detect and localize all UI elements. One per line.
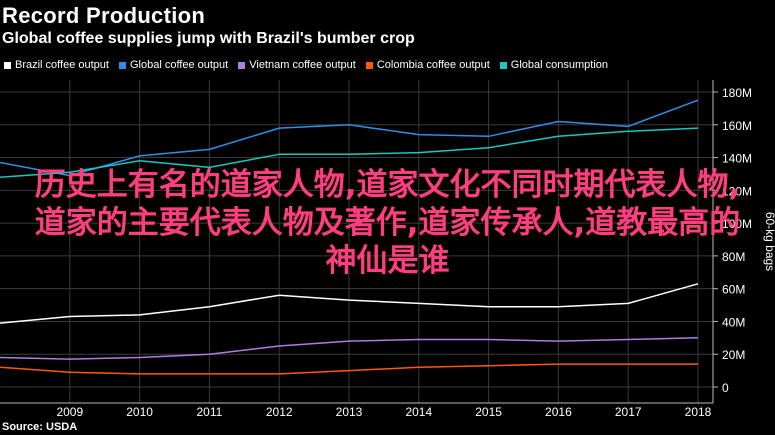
x-tick-label: 2014 [405,405,432,419]
series-line-global-consumption [0,127,699,178]
legend: Brazil coffee output Global coffee output… [4,58,618,72]
y-tick-label: 20M [722,348,745,362]
x-tick-label: 2010 [126,405,153,419]
legend-swatch [238,61,246,69]
series-line-global-coffee-output [0,99,699,177]
legend-swatch [365,61,373,69]
legend-label: Global coffee output [129,59,229,71]
x-tick-label: 2011 [196,405,222,419]
legend-item: Brazil coffee output [4,59,109,71]
x-tick-label: 2018 [685,405,712,419]
legend-label: Global consumption [510,59,609,71]
x-tick-label: 2017 [615,405,642,419]
legend-swatch [499,61,507,69]
y-axis-title: 60-kg bags [763,212,775,271]
x-tick-label: 2015 [475,405,502,419]
grid-lines [0,80,713,403]
x-tick-label: 2012 [266,405,293,419]
legend-label: Colombia coffee output [376,59,490,71]
series-lines [0,99,699,375]
legend-item: Global consumption [499,59,609,71]
x-tick-label: 2009 [56,405,83,419]
series-line-vietnam-coffee-output [0,337,699,360]
series-line-brazil-coffee-output [0,283,699,324]
y-tick-label: 180M [722,86,752,100]
legend-label: Brazil coffee output [15,59,109,71]
overlay-caption: 历史上有名的道家人物,道家文化不同时期代表人物,道家的主要代表人物及著作,道家传… [34,167,741,279]
legend-item: Vietnam coffee output [238,59,356,71]
x-tick-label: 2013 [336,405,363,419]
source-note: Source: USDA [2,421,78,433]
chart-title: Record Production [2,3,206,28]
tick-labels: 0 20M 40M 60M 80M 100M 120M 140M 160M 180M 2009 201… [56,86,775,419]
legend-swatch [4,61,11,69]
x-tick-label: 2016 [545,405,572,419]
legend-item: Colombia coffee output [365,59,490,71]
series-line-colombia-coffee-output [0,363,698,375]
y-tick-label: 80M [722,250,745,264]
y-tick-label: 140M [722,152,752,166]
legend-swatch [118,61,126,69]
y-tick-label: 120M [722,184,752,198]
axes [0,80,718,404]
y-tick-label: 100M [722,217,752,231]
legend-item: Global coffee output [118,59,229,71]
y-tick-label: 0 [722,381,729,395]
y-tick-label: 60M [722,283,745,297]
chart-subtitle: Global coffee supplies jump with Brazil'… [2,30,415,47]
legend-label: Vietnam coffee output [249,59,356,71]
y-tick-label: 40M [722,315,745,329]
y-tick-label: 160M [722,119,752,133]
